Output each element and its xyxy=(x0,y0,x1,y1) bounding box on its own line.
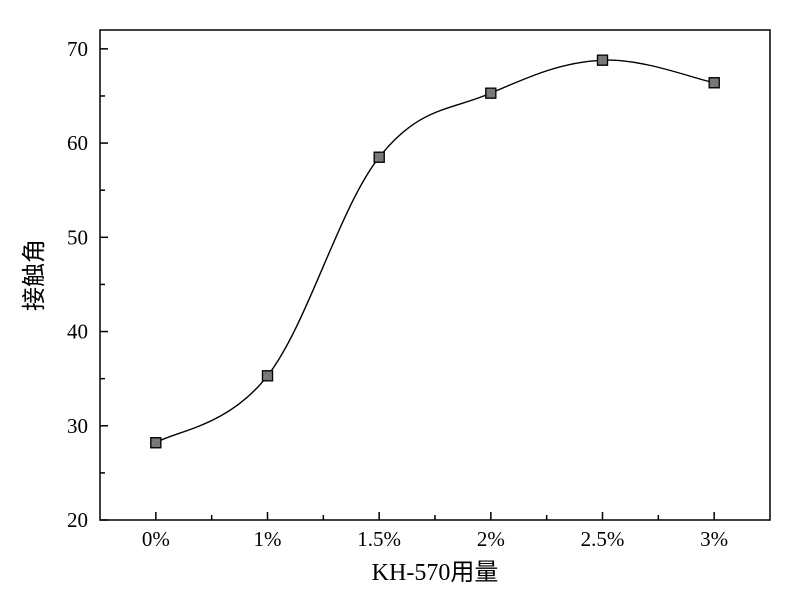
data-point xyxy=(598,55,608,65)
y-axis-title: 接触角 xyxy=(21,239,48,311)
chart-svg: 20 30 40 50 60 70 0% 1% 1.5% 2% 2.5% 3% KH-570用量 接触角 xyxy=(0,0,800,607)
y-tick-label: 70 xyxy=(67,37,88,61)
y-tick-label: 40 xyxy=(67,320,88,344)
x-tick-label: 1.5% xyxy=(357,527,401,551)
data-point xyxy=(374,152,384,162)
data-point xyxy=(709,78,719,88)
y-tick-label: 20 xyxy=(67,508,88,532)
x-axis-title: KH-570用量 xyxy=(372,560,499,586)
x-tick-label: 2.5% xyxy=(581,527,625,551)
y-tick-label: 30 xyxy=(67,414,88,438)
y-tick-label: 60 xyxy=(67,131,88,155)
y-tick-label: 50 xyxy=(67,225,88,249)
x-tick-label: 1% xyxy=(254,527,282,551)
data-point xyxy=(263,371,273,381)
chart-container: { "chart": { "type": "line", "width": 80… xyxy=(0,0,800,607)
series-line-contact-angle xyxy=(156,60,714,443)
x-tick-label: 0% xyxy=(142,527,170,551)
data-point xyxy=(486,88,496,98)
x-tick-label: 2% xyxy=(477,527,505,551)
data-point xyxy=(151,438,161,448)
x-tick-label: 3% xyxy=(700,527,728,551)
